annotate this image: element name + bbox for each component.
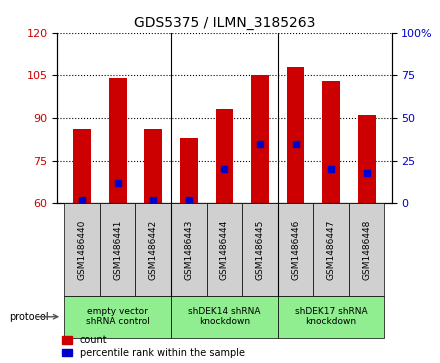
Bar [286, 67, 304, 203]
Bar [73, 129, 91, 203]
Text: GSM1486446: GSM1486446 [291, 219, 300, 280]
Text: GSM1486448: GSM1486448 [362, 219, 371, 280]
Legend: count, percentile rank within the sample: count, percentile rank within the sample [62, 335, 245, 358]
Text: GSM1486443: GSM1486443 [184, 219, 193, 280]
Text: GSM1486442: GSM1486442 [149, 220, 158, 280]
Bar [216, 110, 233, 203]
Text: GSM1486444: GSM1486444 [220, 220, 229, 280]
Text: GSM1486441: GSM1486441 [113, 219, 122, 280]
Title: GDS5375 / ILMN_3185263: GDS5375 / ILMN_3185263 [134, 16, 315, 30]
Text: shDEK17 shRNA
knockdown: shDEK17 shRNA knockdown [295, 307, 367, 326]
Text: shDEK14 shRNA
knockdown: shDEK14 shRNA knockdown [188, 307, 260, 326]
Text: GSM1486447: GSM1486447 [326, 219, 336, 280]
Bar [251, 75, 269, 203]
Bar [180, 138, 198, 203]
Text: GSM1486445: GSM1486445 [256, 219, 264, 280]
Bar [144, 129, 162, 203]
Bar [358, 115, 376, 203]
Text: protocol: protocol [9, 312, 48, 322]
Bar [322, 81, 340, 203]
Text: GSM1486440: GSM1486440 [77, 219, 87, 280]
Bar [109, 78, 127, 203]
Text: empty vector
shRNA control: empty vector shRNA control [86, 307, 150, 326]
